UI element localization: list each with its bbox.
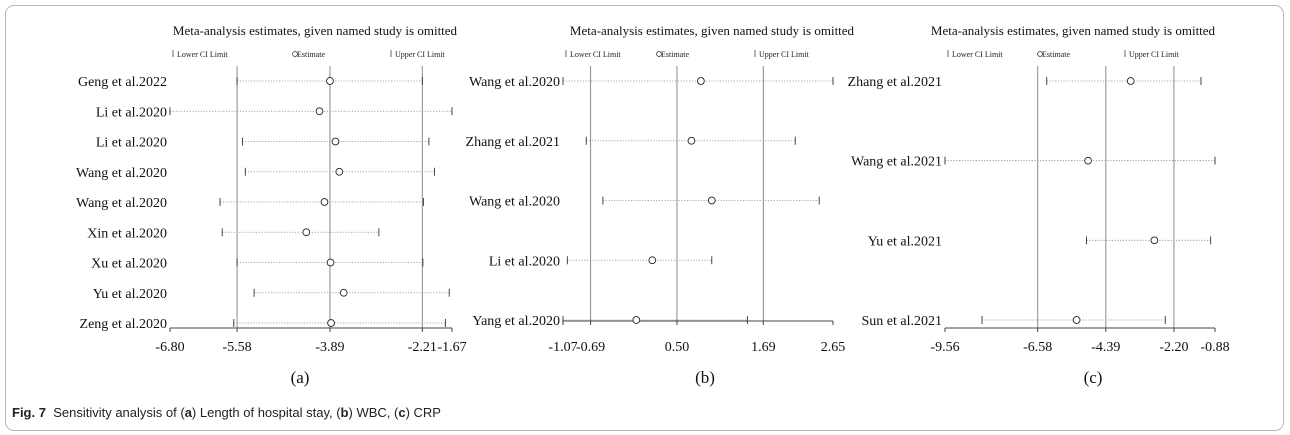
legend-label: Upper CI Limit	[1129, 50, 1180, 59]
x-tick-label: -0.88	[1200, 340, 1229, 355]
study-label: Li et al.2020	[96, 105, 167, 120]
estimate-point	[327, 319, 335, 327]
panel-label: (b)	[695, 368, 715, 387]
legend-estimate-marker-icon	[656, 51, 662, 57]
study-label: Li et al.2020	[96, 136, 167, 151]
study-label: Wang et al.2021	[851, 155, 942, 170]
study-label: Sun et al.2021	[862, 314, 943, 329]
panel-label: (a)	[291, 368, 310, 387]
study-label: Yang et al.2020	[472, 314, 560, 329]
x-tick-label: -9.56	[930, 340, 959, 355]
x-tick-label: 1.69	[751, 340, 776, 355]
legend-label: Estimate	[1042, 50, 1070, 59]
estimate-point	[632, 316, 641, 324]
study-label: Xin et al.2020	[87, 226, 167, 241]
figure-frame	[5, 5, 1284, 431]
caption-a-text: ) Length of hospital stay, (	[191, 405, 341, 420]
caption-a-letter: a	[184, 405, 192, 420]
legend-label: Upper CI Limit	[395, 50, 446, 59]
study-label: Geng et al.2022	[78, 75, 167, 90]
study-label: Zeng et al.2020	[80, 317, 167, 332]
study-label: Wang et al.2020	[469, 195, 560, 210]
x-tick-label: -2.21	[408, 340, 437, 355]
legend-estimate-marker-icon	[1037, 51, 1043, 57]
caption-lead: Sensitivity analysis of (	[53, 405, 185, 420]
study-label: Xu et al.2020	[91, 257, 167, 272]
panel-label: (c)	[1084, 368, 1103, 387]
caption-b-letter: b	[340, 405, 349, 420]
panel-1-title: Meta-analysis estimates, given named stu…	[173, 23, 458, 38]
estimate-point	[648, 256, 657, 265]
study-label: Zhang et al.2021	[466, 135, 560, 150]
estimate-point	[1084, 156, 1092, 165]
estimate-point	[320, 198, 329, 206]
x-tick-label: -1.07	[548, 340, 577, 355]
study-label: Wang et al.2020	[469, 75, 560, 90]
estimate-point	[326, 258, 335, 267]
estimate-point	[1150, 236, 1159, 245]
x-tick-label: 0.50	[665, 340, 690, 355]
caption-c-text: ) CRP	[405, 405, 441, 420]
forest-plot-figure: Meta-analysis estimates, given named stu…	[76, 23, 1230, 387]
x-tick-label: -6.58	[1023, 340, 1052, 355]
legend-label: Estimate	[297, 50, 325, 59]
legend-label: Estimate	[661, 50, 689, 59]
legend-label: Lower CI Limit	[952, 50, 1003, 59]
legend-estimate-marker-icon	[292, 51, 298, 57]
estimate-point	[331, 137, 340, 146]
panel-2-title: Meta-analysis estimates, given named stu…	[570, 23, 855, 38]
estimate-point	[697, 77, 705, 85]
estimate-point	[1072, 316, 1081, 324]
estimate-point	[315, 107, 324, 116]
x-tick-label: -6.80	[155, 340, 184, 355]
study-label: Yu et al.2020	[93, 287, 167, 302]
study-label: Wang et al.2020	[76, 166, 167, 181]
x-tick-label: -3.89	[315, 340, 344, 355]
x-tick-label: -4.39	[1091, 340, 1120, 355]
x-tick-label: -2.20	[1159, 340, 1188, 355]
study-label: Yu et al.2021	[868, 234, 942, 249]
x-tick-label: 2.65	[821, 340, 846, 355]
figure-caption: Fig. 7 Sensitivity analysis of (a) Lengt…	[12, 405, 441, 420]
estimate-point	[326, 77, 334, 85]
caption-c-letter: c	[398, 405, 406, 420]
estimate-point	[335, 167, 344, 176]
estimate-point	[339, 288, 348, 297]
study-label: Zhang et al.2021	[848, 75, 942, 90]
legend-label: Lower CI Limit	[570, 50, 621, 59]
estimate-point	[1126, 77, 1135, 85]
estimate-point	[707, 196, 716, 205]
x-tick-label: -0.69	[576, 340, 605, 355]
panel-3-title: Meta-analysis estimates, given named stu…	[931, 23, 1216, 38]
legend-label: Upper CI Limit	[759, 50, 810, 59]
legend-label: Lower CI Limit	[177, 50, 228, 59]
caption-fig-label: Fig. 7	[12, 405, 46, 420]
study-label: Li et al.2020	[489, 254, 560, 269]
study-label: Wang et al.2020	[76, 196, 167, 211]
estimate-point	[687, 136, 696, 145]
x-tick-label: -1.67	[437, 340, 466, 355]
caption-b-text: ) WBC, (	[348, 405, 399, 420]
estimate-point	[302, 228, 311, 237]
x-tick-label: -5.58	[222, 340, 251, 355]
